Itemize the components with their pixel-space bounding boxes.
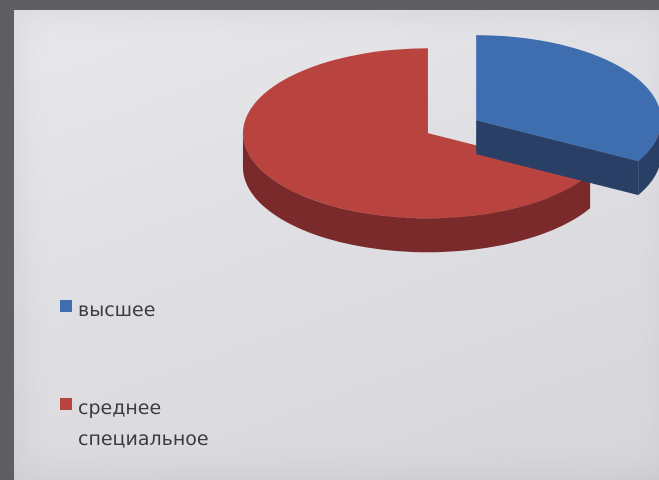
legend-swatch-special [60,398,72,410]
legend-item-special: среднее специальное [60,393,240,455]
legend-label-special: среднее специальное [78,397,209,450]
pie-slice-side-1 [242,133,591,253]
pie-chart [242,35,659,253]
legend-label-highest: высшее [78,299,156,321]
legend-item-highest: высшее [60,295,155,326]
legend-swatch-highest [60,300,72,312]
pie-slice-side-0 [638,132,659,196]
pie-slice-wall-0-1 [476,120,639,196]
pie-slice-1 [242,48,591,219]
pie-slice-0 [476,35,659,162]
